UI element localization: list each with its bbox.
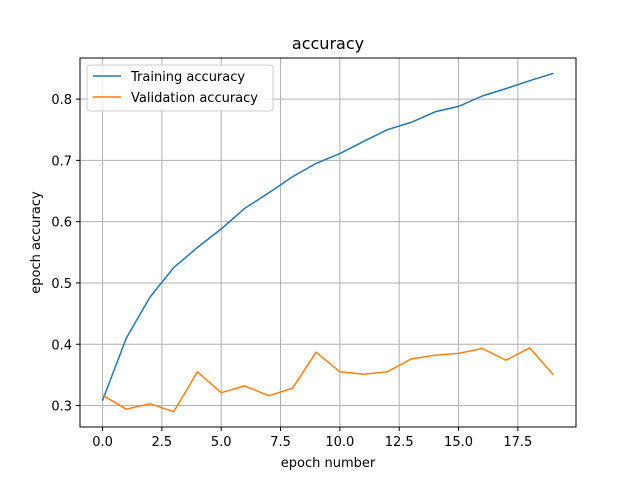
axis-ticks: 0.0 2.5 5.0 7.5 10.0 12.5 15.0 17.5 0.3 0.4 0.5 0.6… (51, 93, 532, 450)
x-tick-label: 12.5 (385, 435, 414, 450)
x-axis-title: epoch number (281, 456, 376, 471)
y-tick-label: 0.7 (51, 154, 72, 169)
series-lines (101, 72, 555, 413)
y-tick-label: 0.4 (51, 338, 72, 353)
y-tick-label: 0.6 (51, 216, 72, 231)
x-tick-label: 7.5 (270, 435, 291, 450)
x-tick-label: 2.5 (152, 435, 173, 450)
y-tick-label: 0.5 (51, 277, 72, 292)
legend-label-validation: Validation accuracy (131, 91, 258, 106)
validation-accuracy-line (102, 347, 555, 413)
x-tick-label: 5.0 (211, 435, 232, 450)
x-tick-label: 10.0 (325, 435, 354, 450)
grid (80, 58, 576, 427)
x-tick-label: 0.0 (92, 435, 113, 450)
plot-area-frame (79, 57, 577, 428)
y-axis-title: epoch accuracy (29, 191, 44, 294)
x-tick-label: 17.5 (503, 435, 532, 450)
legend-label-training: Training accuracy (130, 70, 245, 85)
legend: Training accuracy Validation accuracy (86, 64, 274, 112)
training-accuracy-line (101, 72, 554, 401)
y-tick-label: 0.8 (51, 93, 72, 108)
chart-title: accuracy (292, 34, 364, 53)
x-tick-label: 15.0 (444, 435, 473, 450)
legend-box (86, 64, 274, 112)
y-tick-label: 0.3 (51, 400, 72, 415)
